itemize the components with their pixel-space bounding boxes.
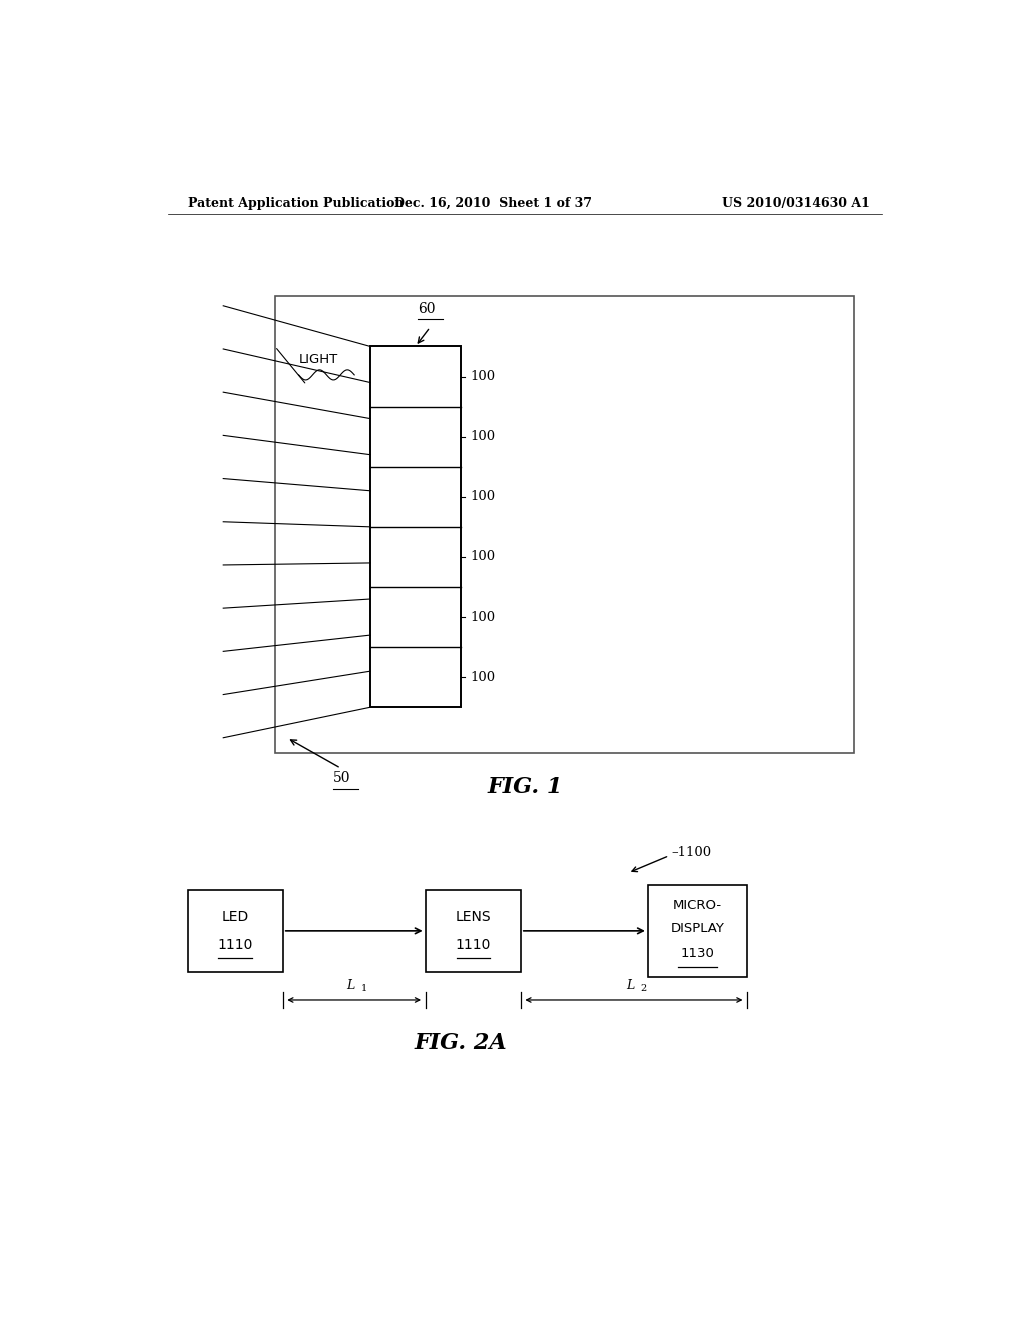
- Text: 100: 100: [470, 490, 496, 503]
- Text: DISPLAY: DISPLAY: [671, 921, 724, 935]
- Text: LENS: LENS: [456, 909, 492, 924]
- Text: 60: 60: [418, 302, 435, 315]
- Text: US 2010/0314630 A1: US 2010/0314630 A1: [722, 197, 870, 210]
- Text: 1110: 1110: [217, 937, 253, 952]
- Text: L: L: [346, 979, 354, 993]
- Bar: [370, 346, 461, 708]
- Bar: [274, 296, 854, 752]
- Text: –1100: –1100: [672, 846, 712, 859]
- Text: 50: 50: [333, 771, 350, 785]
- Bar: [648, 886, 748, 977]
- Text: FIG. 1: FIG. 1: [487, 776, 562, 797]
- Text: 100: 100: [470, 671, 496, 684]
- Text: Dec. 16, 2010  Sheet 1 of 37: Dec. 16, 2010 Sheet 1 of 37: [394, 197, 592, 210]
- Text: FIG. 2A: FIG. 2A: [415, 1032, 508, 1053]
- Text: MICRO-: MICRO-: [673, 899, 722, 912]
- Text: 100: 100: [470, 430, 496, 444]
- Text: 100: 100: [470, 611, 496, 623]
- Bar: [187, 890, 283, 972]
- Text: 1130: 1130: [681, 948, 715, 960]
- Text: Patent Application Publication: Patent Application Publication: [187, 197, 403, 210]
- Text: 1: 1: [360, 985, 367, 993]
- Text: 100: 100: [470, 550, 496, 564]
- Text: 2: 2: [640, 985, 646, 993]
- Text: LED: LED: [221, 909, 249, 924]
- Text: 1110: 1110: [456, 937, 490, 952]
- Text: 100: 100: [470, 370, 496, 383]
- Text: L: L: [626, 979, 634, 993]
- Text: LIGHT: LIGHT: [299, 354, 338, 366]
- Bar: [426, 890, 521, 972]
